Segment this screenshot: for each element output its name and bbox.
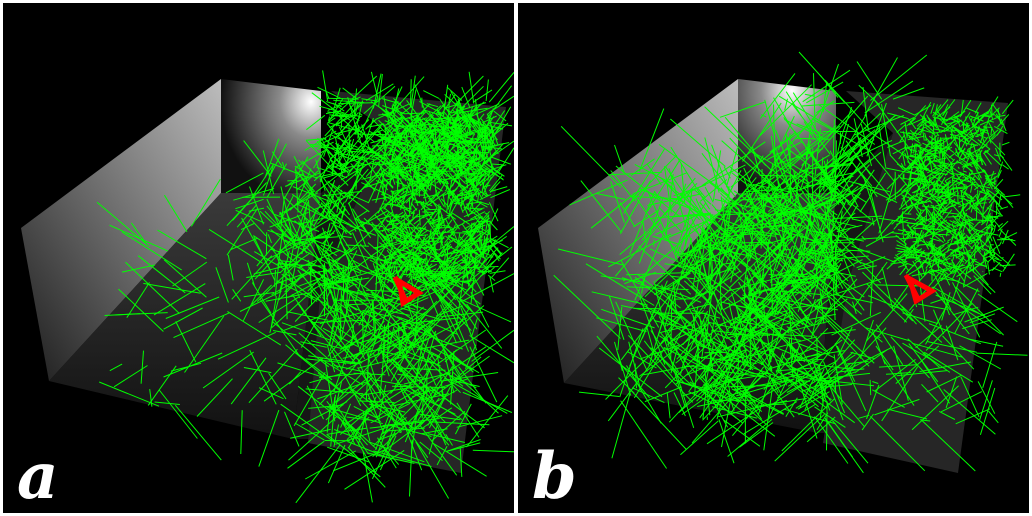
panel-label-a: a	[17, 439, 59, 513]
back-wall	[221, 79, 321, 193]
panel-b: b	[518, 3, 1029, 513]
scene-b	[538, 51, 1028, 474]
robot-marker	[903, 273, 937, 305]
path-lines	[96, 70, 514, 504]
panel-label-b: b	[532, 439, 577, 513]
left-wall	[538, 79, 738, 383]
panel-a: a	[3, 3, 514, 513]
left-floor	[49, 193, 321, 439]
scene-a	[21, 70, 514, 504]
path-lines	[553, 51, 1028, 474]
robot-marker	[392, 275, 424, 308]
